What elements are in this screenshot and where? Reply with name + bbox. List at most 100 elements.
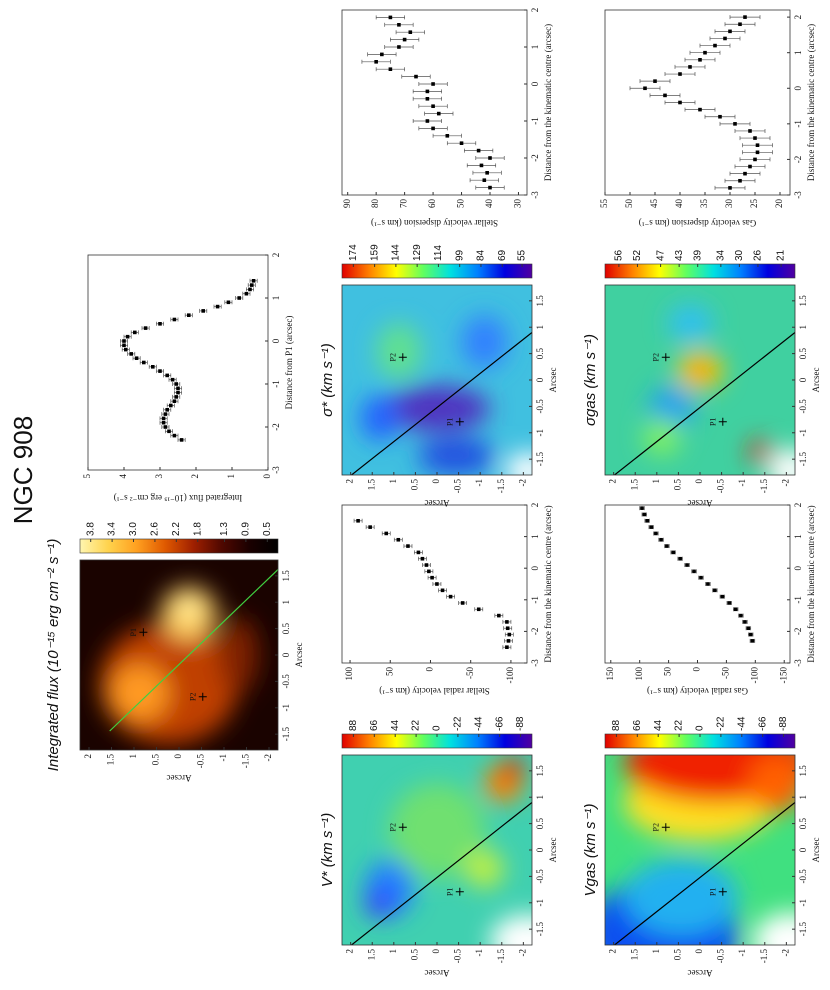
kinematic-axis — [614, 802, 795, 945]
y-tick-label: 1.5 — [106, 754, 116, 766]
x-tick-label: -3 — [793, 659, 803, 667]
colorbar-label: 114 — [433, 245, 444, 261]
y-tick-label: 1 — [651, 479, 661, 484]
x-tick-label: -0.5 — [535, 869, 545, 884]
marker-label: P2 — [389, 823, 398, 831]
x-tick-label: 1 — [798, 325, 808, 330]
colorbar-label: 3.0 — [128, 522, 139, 536]
x-tick-label: 0 — [793, 86, 803, 91]
colorbar-label: 39 — [692, 249, 703, 261]
y-tick-label: -2 — [517, 949, 527, 957]
data-point — [720, 594, 725, 599]
colorbar-label: -44 — [736, 716, 747, 731]
colorbar-label: -22 — [716, 716, 727, 731]
x-tick-label: -1.5 — [535, 452, 545, 467]
map-blob — [690, 362, 710, 379]
map-blob — [383, 385, 491, 432]
x-axis-label: Arcsec — [811, 838, 821, 863]
x-tick-label: -1 — [271, 380, 281, 388]
x-tick-label: 2 — [530, 8, 540, 13]
y-tick-label: 2 — [83, 754, 93, 759]
map-blob — [461, 315, 508, 369]
data-point — [169, 403, 173, 408]
y-tick-label: 2 — [608, 949, 618, 954]
colorbar-label: 0.9 — [241, 522, 252, 536]
colorbar-label: 22 — [411, 719, 422, 731]
marker-label: P2 — [652, 823, 661, 831]
map-image: P1 P2 — [80, 560, 278, 750]
kinematic-axis — [614, 332, 795, 475]
y-tick-label: -50 — [720, 667, 730, 679]
y-tick-label: 100 — [634, 667, 644, 681]
figure-title: NGC 908 — [8, 416, 38, 524]
y-tick-label: -0.5 — [716, 479, 726, 494]
y-tick-label: -0.5 — [453, 949, 463, 964]
data-point — [698, 58, 702, 62]
data-point — [142, 360, 146, 365]
data-point — [425, 96, 430, 101]
x-axis-label: Arcsec — [811, 368, 821, 393]
data-point — [436, 111, 441, 116]
y-tick-label: 1 — [651, 949, 661, 954]
data-point — [179, 438, 184, 442]
data-point — [698, 107, 702, 112]
x-tick-label: -2 — [530, 154, 540, 162]
y-tick-label: -100 — [749, 667, 759, 684]
data-point — [653, 79, 657, 83]
map-blob — [490, 914, 532, 945]
y-tick-label: -1 — [737, 949, 747, 957]
y-tick-label: 30 — [724, 199, 734, 209]
y-tick-label: 1.5 — [629, 949, 639, 961]
y-axis-label: Gas velocity dispersion (km s⁻¹) — [639, 218, 756, 228]
data-point — [678, 556, 682, 561]
colorbar-label: 66 — [369, 719, 380, 731]
marker-label: P2 — [389, 353, 398, 361]
y-tick-label: 2 — [345, 479, 355, 484]
data-point — [248, 287, 252, 292]
data-point — [750, 639, 755, 643]
marker-cross — [661, 823, 670, 832]
y-tick-label: 50 — [456, 199, 466, 209]
data-point — [497, 613, 501, 618]
x-axis-label: Distance from the kinematic centre (arcs… — [806, 505, 816, 662]
x-tick-label: 0 — [530, 81, 540, 86]
colorbar-label: 56 — [614, 249, 625, 261]
map-blob — [177, 596, 201, 619]
y-tick-label: -0.5 — [716, 949, 726, 964]
data-point — [488, 156, 492, 160]
x-tick-label: -1.5 — [798, 452, 808, 467]
marker-cross — [455, 417, 464, 426]
data-point — [158, 369, 162, 373]
x-tick-label: 0.5 — [535, 817, 545, 829]
x-tick-label: 2 — [271, 253, 281, 258]
plot-frame — [604, 9, 791, 196]
y-axis-label: Stellar radial velocity (km s⁻¹) — [379, 686, 489, 696]
x-tick-label: 0 — [535, 377, 545, 382]
map-title: Integrated flux (10⁻¹⁵ erg cm⁻² s⁻¹) — [45, 539, 62, 772]
data-point — [713, 43, 717, 48]
map-title: σ* (km s⁻¹) — [319, 343, 336, 417]
data-point — [739, 613, 743, 618]
data-point — [124, 347, 128, 352]
y-tick-label: 0.5 — [672, 479, 682, 491]
x-tick-label: 0.5 — [798, 347, 808, 359]
data-point — [396, 537, 401, 542]
y-axis-label: Arcsec — [688, 498, 713, 508]
colorbar-label: 88 — [348, 719, 359, 731]
y-tick-label: 50 — [663, 667, 673, 677]
colorbar-label: 2.6 — [150, 522, 161, 536]
colorbar-label: 43 — [674, 249, 685, 261]
map-blob — [465, 850, 504, 888]
data-point — [187, 313, 191, 317]
data-point — [703, 50, 707, 55]
y-axis-label: Gas radial velocity (km s⁻¹) — [647, 686, 748, 696]
data-point — [380, 52, 384, 57]
map-blobs — [605, 755, 795, 945]
data-point — [388, 15, 393, 20]
data-point — [506, 639, 511, 643]
colorbar-label: -66 — [494, 716, 505, 731]
data-point — [122, 339, 126, 343]
x-tick-label: 1 — [530, 45, 540, 50]
y-tick-label: 60 — [427, 199, 437, 209]
data-point — [460, 601, 465, 605]
